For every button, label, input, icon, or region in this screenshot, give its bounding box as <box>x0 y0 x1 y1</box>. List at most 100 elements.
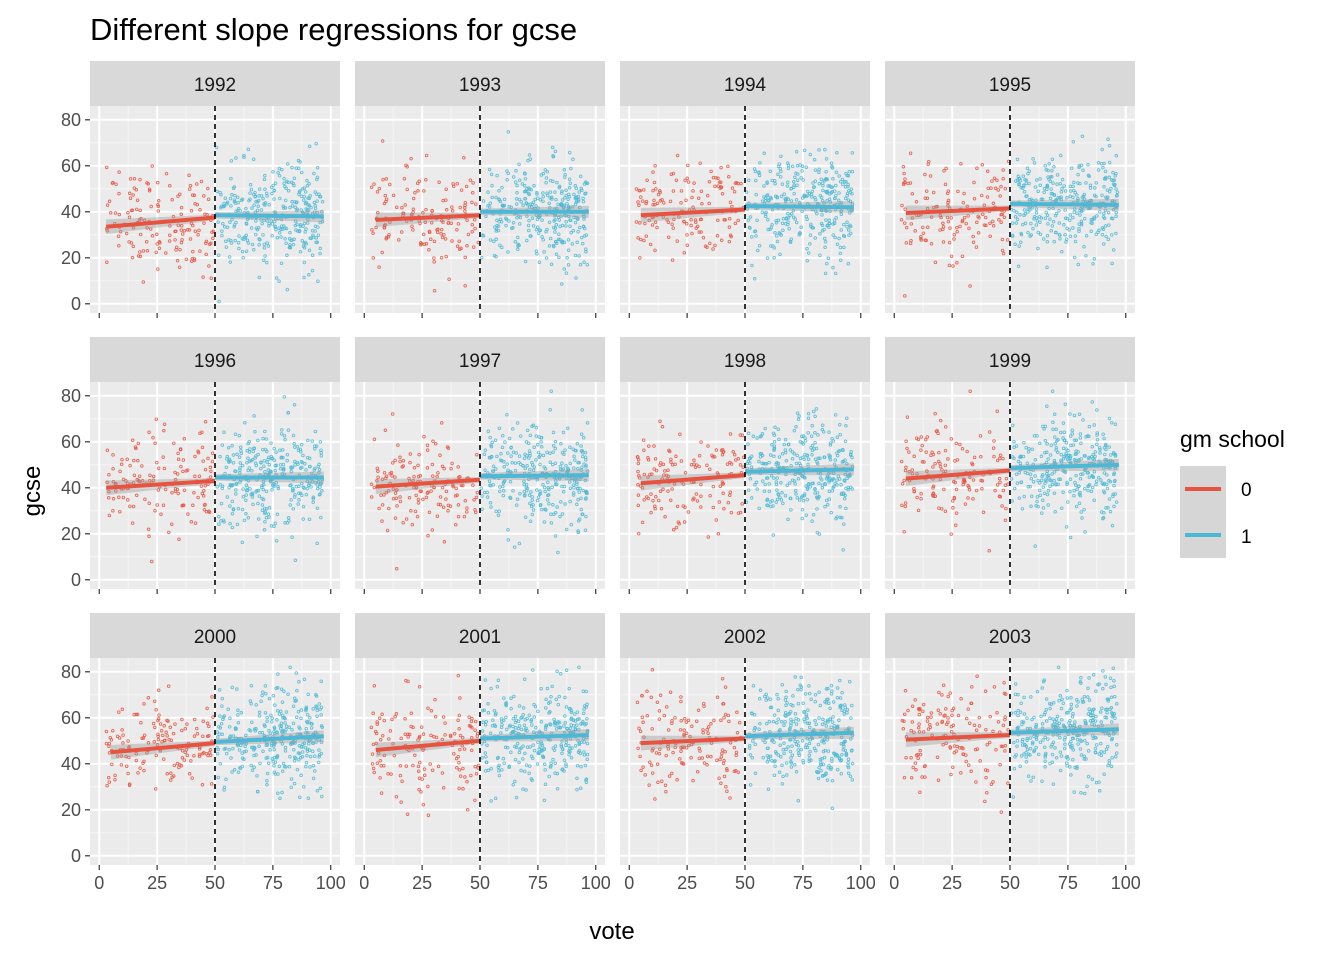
point-gm0 <box>991 224 996 228</box>
point-gm1 <box>819 195 824 200</box>
point-gm1 <box>770 223 774 227</box>
point-gm1 <box>253 232 258 237</box>
point-gm0 <box>381 177 385 182</box>
point-gm1 <box>553 190 557 194</box>
point-gm0 <box>689 223 693 228</box>
point-gm0 <box>209 276 213 280</box>
point-gm0 <box>961 200 966 205</box>
point-gm0 <box>654 187 658 191</box>
point-gm1 <box>552 219 556 223</box>
point-gm0 <box>711 247 715 251</box>
point-gm1 <box>813 236 817 240</box>
point-gm1 <box>277 231 282 235</box>
point-gm1 <box>261 196 265 201</box>
point-gm0 <box>672 217 676 222</box>
point-gm1 <box>576 198 581 202</box>
point-gm0 <box>180 232 185 236</box>
point-gm1 <box>533 197 538 202</box>
point-gm1 <box>312 200 317 205</box>
point-gm1 <box>235 195 240 200</box>
point-gm0 <box>698 161 702 165</box>
point-gm0 <box>424 177 428 182</box>
point-gm1 <box>824 169 828 174</box>
point-gm0 <box>179 224 184 228</box>
point-gm1 <box>521 203 525 208</box>
point-gm0 <box>134 207 139 212</box>
point-gm0 <box>639 195 643 199</box>
fit-line-gm0 <box>640 207 746 218</box>
point-gm0 <box>187 173 191 177</box>
point-gm0 <box>675 153 680 158</box>
point-gm1 <box>506 130 511 134</box>
point-gm1 <box>542 250 546 254</box>
point-gm1 <box>825 199 829 203</box>
strip-bg <box>355 61 605 106</box>
point-gm0 <box>177 265 182 269</box>
point-gm1 <box>795 178 800 182</box>
point-gm0 <box>732 189 737 194</box>
point-gm1 <box>295 207 299 212</box>
point-gm1 <box>786 166 791 170</box>
point-gm0 <box>138 250 142 254</box>
point-gm0 <box>903 294 907 298</box>
point-gm0 <box>696 196 701 201</box>
point-gm0 <box>634 187 639 191</box>
point-gm1 <box>538 197 543 202</box>
point-gm0 <box>933 260 938 265</box>
point-gm0 <box>730 204 734 209</box>
point-gm1 <box>825 261 829 266</box>
point-gm0 <box>439 231 443 236</box>
point-gm1 <box>849 187 854 191</box>
point-gm1 <box>810 225 814 230</box>
point-gm0 <box>117 212 122 217</box>
point-gm1 <box>229 204 233 208</box>
point-gm1 <box>250 206 254 210</box>
point-gm1 <box>848 211 852 215</box>
point-gm0 <box>131 193 135 197</box>
point-gm0 <box>376 210 380 215</box>
point-gm1 <box>266 244 271 248</box>
point-gm0 <box>202 221 206 225</box>
point-gm1 <box>494 229 499 233</box>
point-gm1 <box>555 180 559 185</box>
point-gm1 <box>279 261 284 265</box>
point-gm1 <box>842 234 847 238</box>
point-gm0 <box>983 215 988 220</box>
point-gm1 <box>307 182 311 186</box>
point-gm0 <box>643 221 647 226</box>
point-gm0 <box>105 229 109 233</box>
point-gm0 <box>411 196 416 201</box>
point-gm0 <box>925 225 930 229</box>
point-gm1 <box>576 229 580 234</box>
point-gm0 <box>450 205 454 209</box>
point-gm0 <box>432 256 436 260</box>
point-gm1 <box>823 271 828 276</box>
point-gm0 <box>443 237 448 241</box>
strip-label: 1999 <box>989 351 1031 372</box>
point-gm1 <box>579 186 583 191</box>
point-gm1 <box>579 235 584 240</box>
point-gm1 <box>281 204 286 208</box>
point-gm1 <box>813 197 818 202</box>
point-gm0 <box>952 237 956 241</box>
point-gm1 <box>770 178 775 183</box>
point-gm1 <box>580 241 585 246</box>
point-gm1 <box>523 189 528 193</box>
point-gm0 <box>171 214 176 219</box>
strip-bg <box>885 61 1135 106</box>
point-gm0 <box>377 265 381 269</box>
point-gm0 <box>170 198 174 202</box>
point-gm1 <box>583 180 588 184</box>
point-gm0 <box>156 202 160 207</box>
point-gm1 <box>246 147 251 152</box>
point-gm1 <box>776 172 780 176</box>
point-gm1 <box>581 196 585 201</box>
point-gm0 <box>156 204 161 209</box>
point-gm0 <box>388 182 392 187</box>
point-gm0 <box>187 187 192 191</box>
point-gm1 <box>270 191 274 196</box>
point-gm1 <box>831 177 835 181</box>
point-gm0 <box>187 228 192 232</box>
point-gm0 <box>421 232 426 237</box>
point-gm0 <box>1000 248 1005 253</box>
